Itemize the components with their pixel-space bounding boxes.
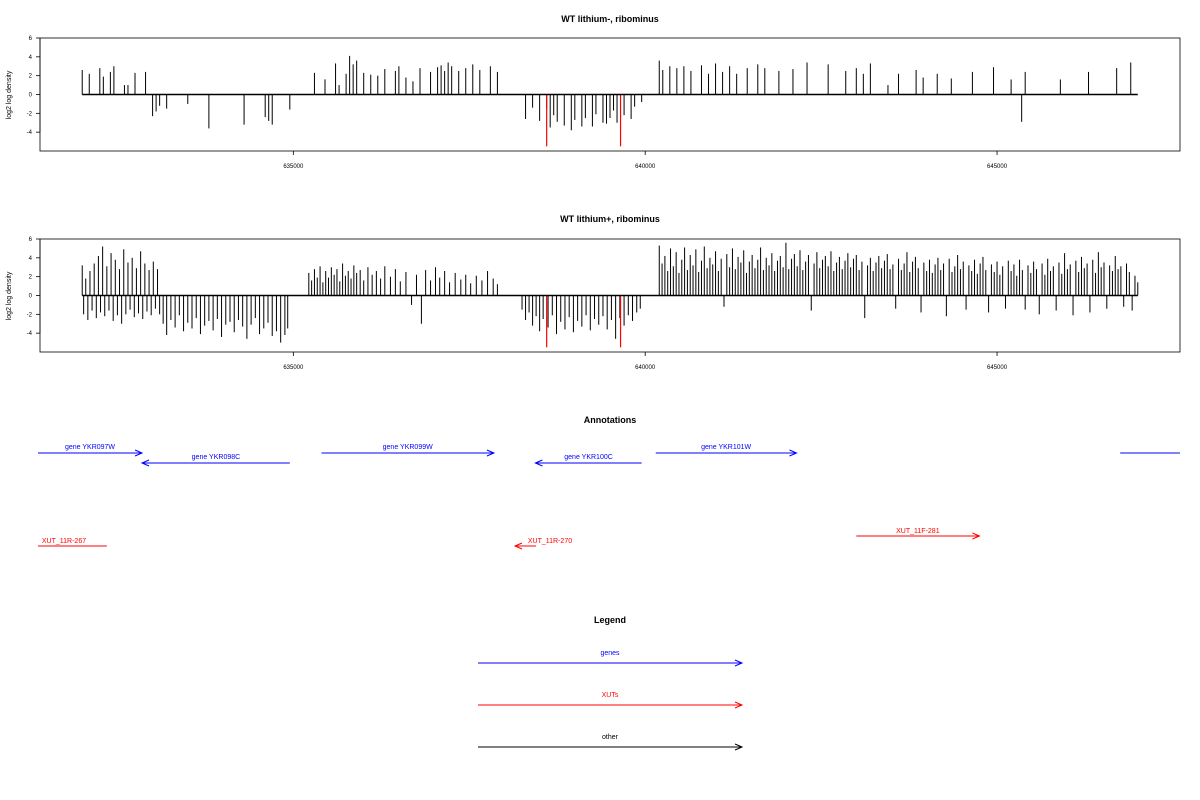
arrow-head [134, 449, 144, 457]
xut-annotations: XUT_11R-267 XUT_11R-270 XUT_11F-281 [38, 528, 981, 550]
annotation-label: gene YKR101W [701, 444, 751, 451]
y-tick-label: 6 [29, 237, 33, 243]
y-tick-label: 4 [29, 256, 33, 262]
x-tick-label: 640000 [635, 365, 656, 371]
annotation-label: XUT_11R-270 [528, 538, 572, 545]
x-tick-label: 635000 [283, 164, 304, 170]
track-panel-lithium-plus: WT lithium+, ribominus 6 4 2 0 -2 -4 635000 64… [6, 214, 1181, 371]
legend-item: XUTs [478, 692, 744, 709]
density-bars [81, 55, 1138, 147]
arrow-head [534, 459, 543, 467]
gene-annotation: gene YKR101W [655, 444, 798, 457]
y-axis: 6 4 2 0 -2 -4 [27, 237, 41, 337]
arrow-head [513, 542, 523, 550]
legend-label: genes [600, 650, 620, 657]
xut-annotation: XUT_11R-270 [513, 538, 572, 550]
annotation-label: gene YKR098C [192, 454, 241, 461]
annotation-label: gene YKR100C [564, 454, 613, 461]
gene-annotation: gene YKR099W [321, 444, 496, 457]
x-tick-label: 645000 [987, 164, 1008, 170]
y-axis-label: log2 log density [6, 70, 13, 119]
xut-annotation: XUT_11F-281 [856, 528, 981, 540]
density-bars [81, 242, 1139, 348]
y-tick-label: -2 [27, 312, 33, 318]
x-tick-label: 640000 [635, 164, 656, 170]
x-axis: 635000 640000 645000 [283, 151, 1008, 170]
y-tick-label: 0 [29, 294, 33, 300]
annotation-label: gene YKR099W [383, 444, 433, 451]
gene-annotations: gene YKR097W gene YKR098C gene YKR099W gene… [38, 444, 1180, 467]
y-tick-label: -2 [27, 111, 33, 117]
arrow-head [486, 449, 496, 457]
arrow-head [140, 459, 150, 467]
gene-annotation: gene YKR098C [140, 454, 290, 467]
gene-annotation: gene YKR097W [38, 444, 144, 457]
x-axis: 635000 640000 645000 [283, 352, 1008, 371]
arrow-head [789, 449, 798, 457]
y-tick-label: 4 [29, 55, 33, 61]
y-axis: 6 4 2 0 -2 -4 [27, 36, 41, 136]
x-tick-label: 645000 [987, 365, 1008, 371]
xut-annotation: XUT_11R-267 [38, 538, 107, 547]
legend-arrow-head [734, 743, 744, 751]
y-tick-label: 2 [29, 275, 33, 281]
legend: Legend genes XUTs other [478, 615, 744, 751]
panel-title: WT lithium-, ribominus [561, 14, 659, 24]
legend-title: Legend [594, 615, 626, 625]
legend-label: XUTs [602, 692, 619, 699]
legend-item: other [478, 734, 744, 751]
legend-arrow-head [734, 659, 744, 667]
annotation-label: gene YKR097W [65, 444, 115, 451]
arrow-head [972, 532, 981, 540]
legend-arrow-head [734, 701, 744, 709]
gene-annotation: gene YKR100C [534, 454, 642, 467]
panel-title: WT lithium+, ribominus [560, 214, 660, 224]
y-tick-label: 6 [29, 36, 33, 42]
y-tick-label: -4 [27, 130, 33, 136]
y-tick-label: -4 [27, 331, 33, 337]
y-axis-label: log2 log density [6, 271, 13, 320]
annotation-label: XUT_11F-281 [896, 528, 940, 535]
legend-item: genes [478, 650, 744, 667]
legend-label: other [602, 734, 619, 741]
x-tick-label: 635000 [283, 365, 304, 371]
y-tick-label: 0 [29, 93, 33, 99]
track-panel-lithium-minus: WT lithium-, ribominus 6 4 2 0 -2 -4 635000 64… [6, 14, 1181, 170]
annotation-label: XUT_11R-267 [42, 538, 86, 545]
y-tick-label: 2 [29, 74, 33, 80]
annotations-title: Annotations [584, 415, 637, 425]
legend-items: genes XUTs other [478, 650, 744, 751]
